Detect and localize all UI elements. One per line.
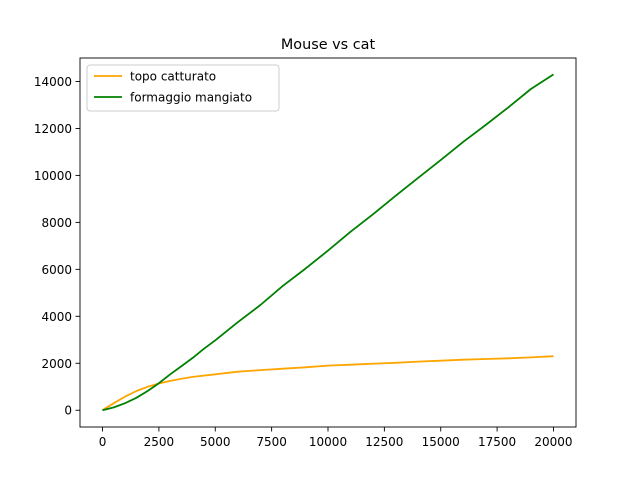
x-tick-label: 2500 [144, 435, 175, 449]
y-tick-label: 4000 [41, 310, 72, 324]
x-tick-label: 15000 [422, 435, 460, 449]
series-line-0 [102, 355, 554, 411]
y-tick-label: 10000 [34, 169, 72, 183]
x-tick-label: 12500 [365, 435, 403, 449]
series-line-1 [102, 73, 554, 412]
x-tick-label: 10000 [309, 435, 347, 449]
x-tick-label: 5000 [200, 435, 231, 449]
y-tick-label: 14000 [34, 75, 72, 89]
legend-label: formaggio mangiato [130, 91, 252, 105]
x-tick-label: 17500 [478, 435, 516, 449]
y-tick-label: 6000 [41, 263, 72, 277]
y-tick-label: 12000 [34, 122, 72, 136]
legend-box [86, 64, 280, 112]
y-tick-label: 0 [64, 404, 72, 418]
y-tick-label: 8000 [41, 216, 72, 230]
x-tick-label: 7500 [256, 435, 287, 449]
y-tick-label: 2000 [41, 357, 72, 371]
x-tick-label: 20000 [534, 435, 572, 449]
x-tick-label: 0 [99, 435, 107, 449]
legend-label: topo catturato [130, 70, 216, 84]
chart-title: Mouse vs cat [281, 37, 376, 53]
plot-area: 0 2500 5000 7500 10000 12500 15000 17500 20000 0 2… [34, 57, 577, 449]
